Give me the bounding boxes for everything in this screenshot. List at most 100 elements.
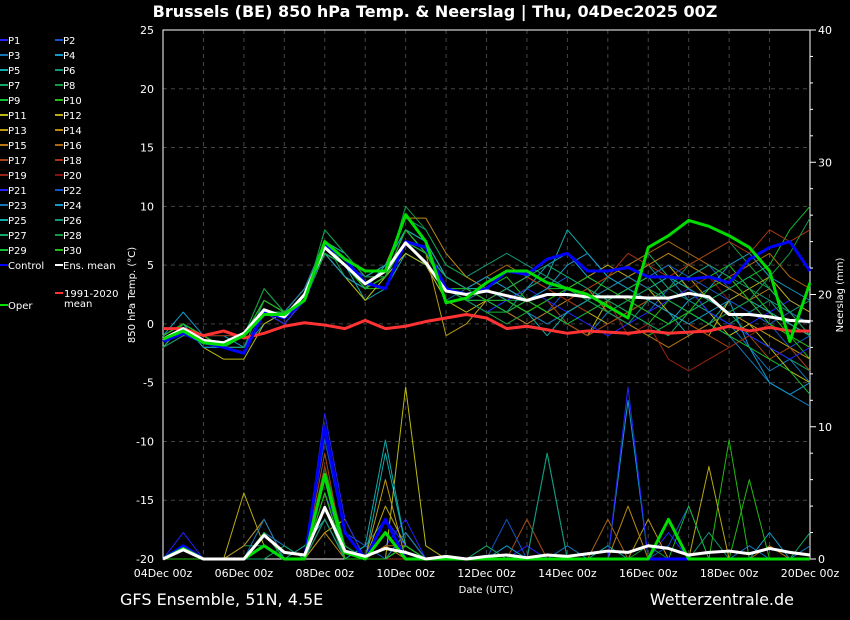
y-tick-label: -10 — [136, 435, 154, 448]
legend-item-p19: P19 — [0, 171, 27, 182]
precip-line-ens-mean — [162, 505, 811, 561]
legend-label: P6 — [63, 66, 75, 77]
legend-label: P29 — [8, 246, 27, 257]
legend-label: 1991-2020 — [64, 289, 119, 300]
legend-label: P7 — [8, 81, 20, 92]
y-axis-right: 0 10 20 30 40 — [810, 24, 832, 566]
y-tick-label: -20 — [136, 553, 154, 566]
x-tick-label: 18Dec 00z — [700, 567, 759, 580]
legend-label: P17 — [8, 156, 27, 167]
legend-label: P25 — [8, 216, 27, 227]
legend-label: P2 — [63, 36, 75, 47]
legend-item-p24: P24 — [55, 201, 82, 212]
legend-label: P10 — [63, 96, 82, 107]
legend-label: P20 — [63, 171, 82, 182]
x-tick-label: 06Dec 00z — [215, 567, 274, 580]
x-tick-label: 16Dec 00z — [619, 567, 678, 580]
legend-label: P30 — [63, 246, 82, 257]
legend-label: P12 — [63, 111, 82, 122]
legend-item-p30: P30 — [55, 246, 82, 257]
legend-item-p12: P12 — [55, 111, 82, 122]
x-axis-label: Date (UTC) — [459, 585, 514, 596]
legend-label: mean — [64, 299, 92, 310]
legend-item-p2: P2 — [55, 36, 75, 47]
temp-line-oper — [162, 213, 812, 347]
y-tick-label: 15 — [140, 142, 154, 155]
footer-model: GFS Ensemble, 51N, 4.5E — [120, 590, 323, 609]
y-axis-left: -20 -15 -10 -5 0 5 10 15 20 25 — [136, 24, 154, 566]
y-tick-label: -5 — [143, 377, 154, 390]
legend-item-p26: P26 — [55, 216, 82, 227]
legend-label: P8 — [63, 81, 75, 92]
legend-label: P19 — [8, 171, 27, 182]
x-tick-label: 12Dec 00z — [457, 567, 516, 580]
legend-item-p25: P25 — [0, 216, 27, 227]
legend-item-p14: P14 — [55, 126, 82, 137]
footer-site: Wetterzentrale.de — [650, 590, 794, 609]
legend-label: P22 — [63, 186, 82, 197]
legend-item-p5: P5 — [0, 66, 20, 77]
legend-item-p8: P8 — [55, 81, 75, 92]
legend-item-p23: P23 — [0, 201, 27, 212]
legend-label: P15 — [8, 141, 27, 152]
legend-label: P28 — [63, 231, 82, 242]
x-tick-label: 14Dec 00z — [538, 567, 597, 580]
legend-item-p15: P15 — [0, 141, 27, 152]
legend-label: P1 — [8, 36, 20, 47]
legend-item-p11: P11 — [0, 111, 27, 122]
legend-label: P24 — [63, 201, 82, 212]
legend-item-p28: P28 — [55, 231, 82, 242]
grid — [163, 30, 810, 559]
legend-label: P16 — [63, 141, 82, 152]
legend-label: Ens. mean — [63, 261, 116, 272]
x-axis: 04Dec 00z 06Dec 00z 08Dec 00z 10Dec 00z 12De… — [134, 567, 840, 580]
legend-label: Control — [8, 261, 44, 272]
legend-item-p17: P17 — [0, 156, 27, 167]
y2-axis-label: Neerslag (mm) — [835, 257, 846, 332]
legend-item-p13: P13 — [0, 126, 27, 137]
x-tick-label: 20Dec 00z — [781, 567, 840, 580]
legend-label: P4 — [63, 51, 75, 62]
legend-item-control: Control — [0, 261, 44, 272]
legend-label: P13 — [8, 126, 27, 137]
legend-item-p10: P10 — [55, 96, 82, 107]
y-tick-label: 20 — [140, 83, 154, 96]
legend-label: P21 — [8, 186, 27, 197]
y2-tick-label: 10 — [818, 421, 832, 434]
legend-label: P9 — [8, 96, 20, 107]
legend-item-p21: P21 — [0, 186, 27, 197]
y2-tick-label: 20 — [818, 289, 832, 302]
y-axis-label: 850 hPa Temp. (°C) — [127, 247, 138, 343]
legend-item-p18: P18 — [55, 156, 82, 167]
temp-line-ens-mean — [162, 241, 811, 345]
legend-item-p29: P29 — [0, 246, 27, 257]
legend-item-oper: Oper — [0, 301, 33, 312]
legend-item-p22: P22 — [55, 186, 82, 197]
legend-label: P27 — [8, 231, 27, 242]
x-tick-label: 04Dec 00z — [134, 567, 193, 580]
legend-item-p4: P4 — [55, 51, 75, 62]
x-tick-label: 08Dec 00z — [295, 567, 354, 580]
precip-line-oper — [162, 472, 810, 561]
legend-item-p20: P20 — [55, 171, 82, 182]
legend-item-p7: P7 — [0, 81, 20, 92]
y-tick-label: 10 — [140, 200, 154, 213]
legend-item-p3: P3 — [0, 51, 20, 62]
y-tick-label: 25 — [140, 24, 154, 37]
legend-label: P11 — [8, 111, 27, 122]
y-tick-label: -15 — [136, 494, 154, 507]
legend-label: Oper — [8, 301, 33, 312]
x-tick-label: 10Dec 00z — [376, 567, 435, 580]
legend-item-ens-mean: Ens. mean — [55, 261, 116, 272]
legend-label: P26 — [63, 216, 82, 227]
legend-item-p1: P1 — [0, 36, 20, 47]
legend-label: P23 — [8, 201, 27, 212]
series-layer — [162, 205, 812, 561]
y2-tick-label: 30 — [818, 156, 832, 169]
y-tick-label: 0 — [147, 318, 154, 331]
legend-label: P3 — [8, 51, 20, 62]
legend-item-p27: P27 — [0, 231, 27, 242]
legend: P1 P2 P3 P4 P5 P6 P7 P8 P9 P10 P11 P12 P13 P14 P15 P16 P… — [0, 36, 119, 312]
